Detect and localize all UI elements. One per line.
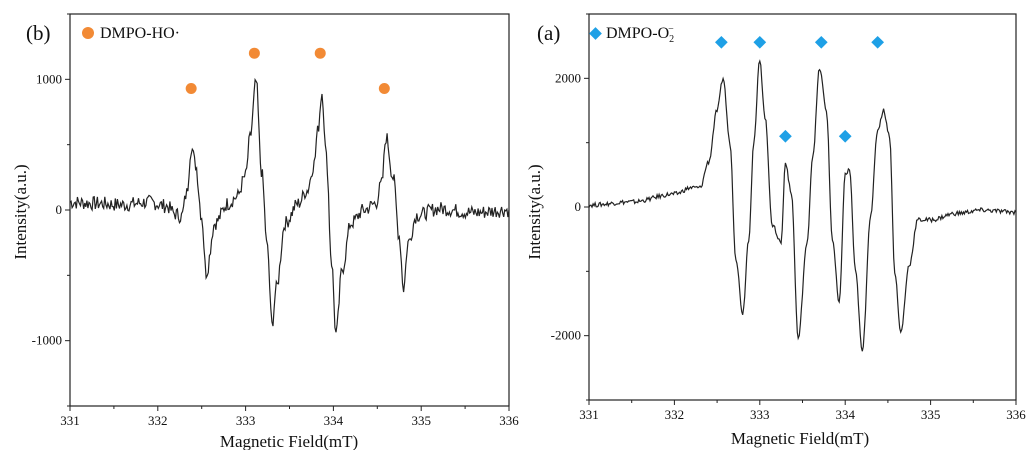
peak-marker-diamond xyxy=(838,129,852,143)
y-axis-ticks: -1000 0 1000 xyxy=(32,13,70,407)
x-axis-label: Magnetic Field(mT) xyxy=(731,429,869,448)
y-tick-label: -1000 xyxy=(32,333,62,348)
y-axis-ticks: -2000 0 2000 xyxy=(551,13,589,401)
x-axis-ticks: 331 332 333 334 335 336 xyxy=(579,400,1026,422)
y-tick-label: -2000 xyxy=(551,328,581,343)
panel-b-dmpo-ho-spectrum: 331 332 333 334 335 336 -1000 0 1000 (b) DMPO-H… xyxy=(11,13,519,450)
peak-marker-diamond xyxy=(715,35,728,49)
x-tick-label: 333 xyxy=(750,407,770,422)
legend-label: DMPO-HO· xyxy=(100,25,180,42)
peak-marker-circle xyxy=(314,47,326,59)
y-tick-label: 0 xyxy=(56,202,63,217)
panel-label: (b) xyxy=(26,21,51,45)
legend-label-superscript: − xyxy=(668,24,674,35)
x-tick-label: 335 xyxy=(921,407,941,422)
spectrum-line xyxy=(69,77,510,333)
y-tick-label: 2000 xyxy=(555,70,581,85)
peak-marker-circle xyxy=(248,47,260,59)
y-tick-label: 0 xyxy=(575,199,582,214)
panel-a-dmpo-o2-spectrum: 331 332 333 334 335 336 -2000 0 2000 (a) DMPO-O… xyxy=(525,13,1026,448)
peak-markers xyxy=(185,47,390,94)
legend-label: DMPO-O2− xyxy=(606,24,674,45)
peak-marker-circle xyxy=(378,82,390,94)
peak-marker-diamond xyxy=(814,35,828,49)
peak-marker-circle xyxy=(185,82,197,94)
peak-marker-diamond xyxy=(779,129,792,143)
x-axis-ticks: 331 332 333 334 335 336 xyxy=(60,406,519,428)
peak-marker-diamond xyxy=(753,35,767,49)
x-axis-label: Magnetic Field(mT) xyxy=(220,432,358,450)
x-tick-label: 332 xyxy=(665,407,685,422)
peak-markers xyxy=(715,35,885,143)
legend-label-text: DMPO-O xyxy=(606,25,669,42)
legend-label-subscript: 2 xyxy=(669,34,674,45)
x-tick-label: 331 xyxy=(60,413,80,428)
x-tick-label: 334 xyxy=(835,407,855,422)
plot-frame xyxy=(588,13,1017,401)
legend-diamond-marker xyxy=(589,27,602,40)
x-tick-label: 334 xyxy=(324,413,344,428)
x-tick-label: 333 xyxy=(236,413,256,428)
spectrum-line xyxy=(588,59,1017,352)
x-tick-label: 336 xyxy=(499,413,519,428)
x-tick-label: 332 xyxy=(148,413,168,428)
x-tick-label: 335 xyxy=(411,413,431,428)
legend-circle-marker xyxy=(82,27,94,39)
y-axis-label: Intensity(a.u.) xyxy=(525,164,544,259)
panel-label: (a) xyxy=(537,21,560,45)
x-tick-label: 331 xyxy=(579,407,599,422)
y-axis-label: Intensity(a.u.) xyxy=(11,164,30,259)
y-tick-label: 1000 xyxy=(36,71,62,86)
peak-marker-diamond xyxy=(871,35,885,49)
x-tick-label: 336 xyxy=(1006,407,1026,422)
